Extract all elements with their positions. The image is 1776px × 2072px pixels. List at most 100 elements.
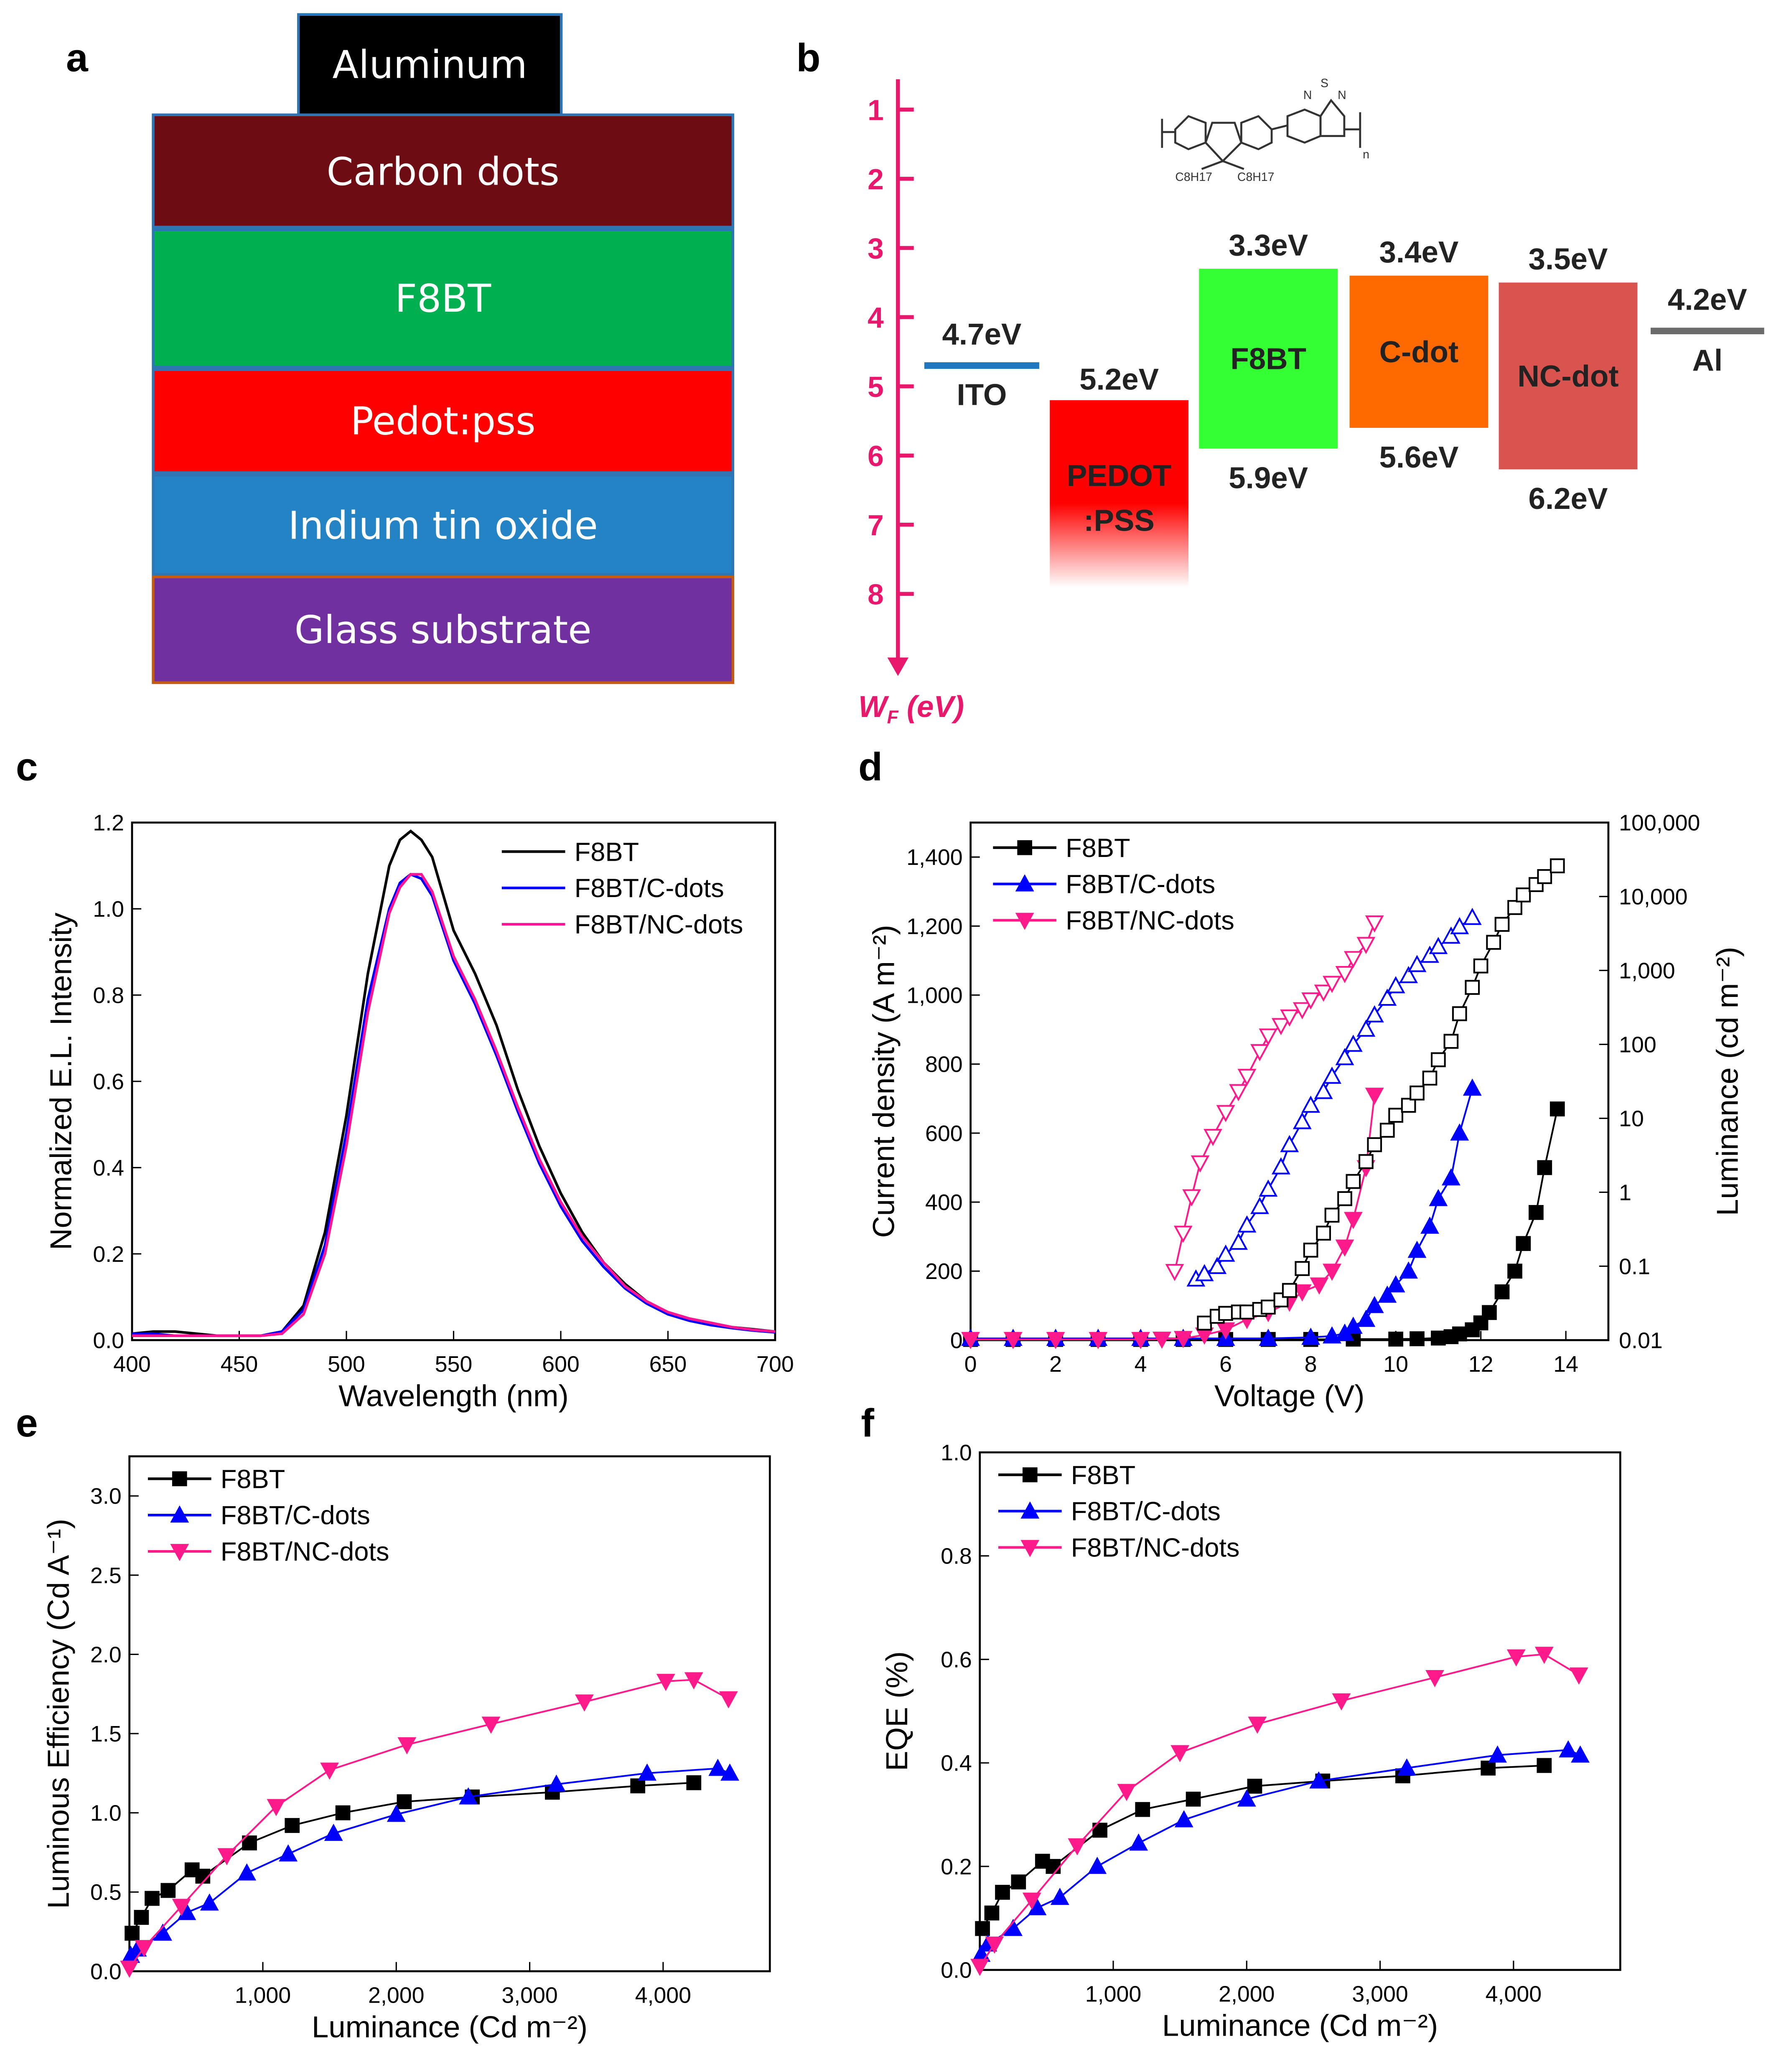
data-point: [1250, 1197, 1269, 1214]
data-point: [1046, 1332, 1065, 1349]
x-tick-label: 1,000: [1085, 1982, 1141, 2007]
x-tick-label: 4,000: [1486, 1982, 1542, 2007]
data-point: [1301, 1327, 1321, 1345]
data-point: [1529, 1205, 1544, 1220]
data-point: [1020, 1540, 1040, 1557]
level-f8bt: 3.3eV 5.9eV F8BT: [1199, 229, 1338, 495]
charts-container: 400 450 500 550 600 650 7000.00.20.40.60.81.01…: [41, 811, 1744, 2044]
f8bt-structure-icon: [1161, 99, 1361, 170]
data-point: [1088, 1856, 1107, 1874]
y2-tick-label: 0.01: [1619, 1328, 1663, 1353]
chart-c: 400 450 500 550 600 650 700 0.0 0.2 0.4 0.6 0.8 1.0 1…: [44, 811, 794, 1413]
legend-item: F8BT/C-dots: [148, 1501, 370, 1530]
level-value: 3.4eV: [1379, 235, 1458, 269]
legend-item: F8BT/NC-dots: [993, 906, 1234, 936]
data-point: [1356, 1019, 1376, 1037]
y2-tick-label: 100: [1619, 1032, 1656, 1058]
data-point: [1248, 1716, 1267, 1734]
data-point: [285, 1818, 300, 1833]
data-point: [1332, 1693, 1351, 1711]
structure-label: N: [1303, 89, 1312, 102]
data-point: [1367, 1137, 1382, 1152]
data-point: [1378, 989, 1397, 1006]
level-name: :PSS: [1084, 503, 1155, 537]
y-axis-label: Luminous Efficiency (Cd A⁻¹): [41, 1519, 75, 1909]
x-tick-label: 500: [328, 1352, 365, 1377]
y-tick-label: 200: [925, 1259, 963, 1284]
y-tick-label: 1.0: [93, 897, 124, 922]
data-point: [1494, 1284, 1510, 1299]
data-point: [1229, 1084, 1248, 1101]
level-al: 4.2eV Al: [1651, 283, 1764, 377]
data-point: [242, 1835, 257, 1851]
series-line: [970, 1095, 1376, 1340]
data-point: [1337, 1191, 1352, 1206]
legend-item: F8BT/C-dots: [998, 1497, 1221, 1526]
data-point: [1003, 1332, 1023, 1349]
legend-label: F8BT: [575, 837, 639, 867]
data-point: [160, 1883, 176, 1898]
structure-label: N: [1338, 89, 1346, 102]
x-tick-label: 700: [756, 1352, 794, 1377]
data-point: [1280, 1135, 1299, 1152]
data-point: [1218, 1306, 1233, 1321]
y-tick-label: 600: [925, 1121, 963, 1146]
y-tick-label: 0.0: [93, 1328, 124, 1353]
data-point: [1303, 1243, 1318, 1258]
data-point: [145, 1891, 160, 1906]
data-point: [1506, 1649, 1526, 1667]
data-point: [1441, 1168, 1460, 1186]
data-point: [1216, 1105, 1235, 1122]
data-point: [1365, 915, 1384, 933]
data-point: [1316, 1225, 1331, 1241]
data-point: [120, 1960, 139, 1978]
data-point: [1309, 1771, 1328, 1789]
x-tick-label: 650: [649, 1352, 687, 1377]
y-tick-label: 0.4: [93, 1155, 124, 1180]
x-axis-label: Luminance (Cd m⁻²): [312, 2010, 588, 2044]
data-point: [459, 1787, 478, 1805]
data-point: [1229, 1233, 1248, 1250]
y-tick-label: 1,200: [906, 914, 962, 939]
data-point: [1301, 1096, 1321, 1113]
plot-frame: [979, 1451, 1621, 1971]
data-point: [1247, 1779, 1262, 1794]
series-line: [132, 872, 776, 1337]
data-point: [1259, 1179, 1278, 1197]
axis-tick-label: 3: [868, 232, 884, 265]
data-point: [170, 1544, 189, 1561]
x-tick-label: 6: [1219, 1352, 1232, 1377]
data-point: [217, 1848, 237, 1866]
level-pedot-pss: 5.2eV PEDOT:PSS: [1050, 362, 1188, 588]
y-tick-label: 0.8: [941, 1544, 972, 1569]
data-point: [1359, 1154, 1374, 1169]
data-point: [481, 1716, 501, 1734]
data-point: [1452, 1326, 1467, 1342]
data-point: [1314, 1082, 1333, 1099]
data-point: [547, 1775, 566, 1792]
data-point: [1550, 1101, 1565, 1116]
legend-label: F8BT/C-dots: [575, 874, 724, 903]
data-point: [1407, 1241, 1427, 1258]
structure-label: C8H17: [1237, 170, 1275, 184]
data-point: [1335, 966, 1354, 984]
data-point: [656, 1674, 675, 1691]
data-point: [200, 1893, 219, 1911]
data-point: [1507, 900, 1522, 915]
level-name: C-dot: [1379, 335, 1459, 369]
x-tick-label: 4: [1135, 1352, 1147, 1377]
data-point: [1323, 1264, 1341, 1281]
data-point: [1537, 869, 1552, 884]
data-point: [1022, 1467, 1038, 1482]
data-point: [1017, 840, 1033, 855]
legend-item: F8BT: [148, 1464, 285, 1494]
y-tick-label: 0.0: [90, 1959, 122, 1984]
axis-tick-label: 4: [868, 301, 884, 334]
data-point: [1117, 1784, 1136, 1801]
data-point: [1239, 1304, 1254, 1319]
data-point: [1153, 1332, 1171, 1349]
data-point: [1516, 887, 1531, 903]
data-point: [1092, 1823, 1107, 1838]
x-axis-label: Luminance (Cd m⁻²): [1162, 2009, 1438, 2043]
